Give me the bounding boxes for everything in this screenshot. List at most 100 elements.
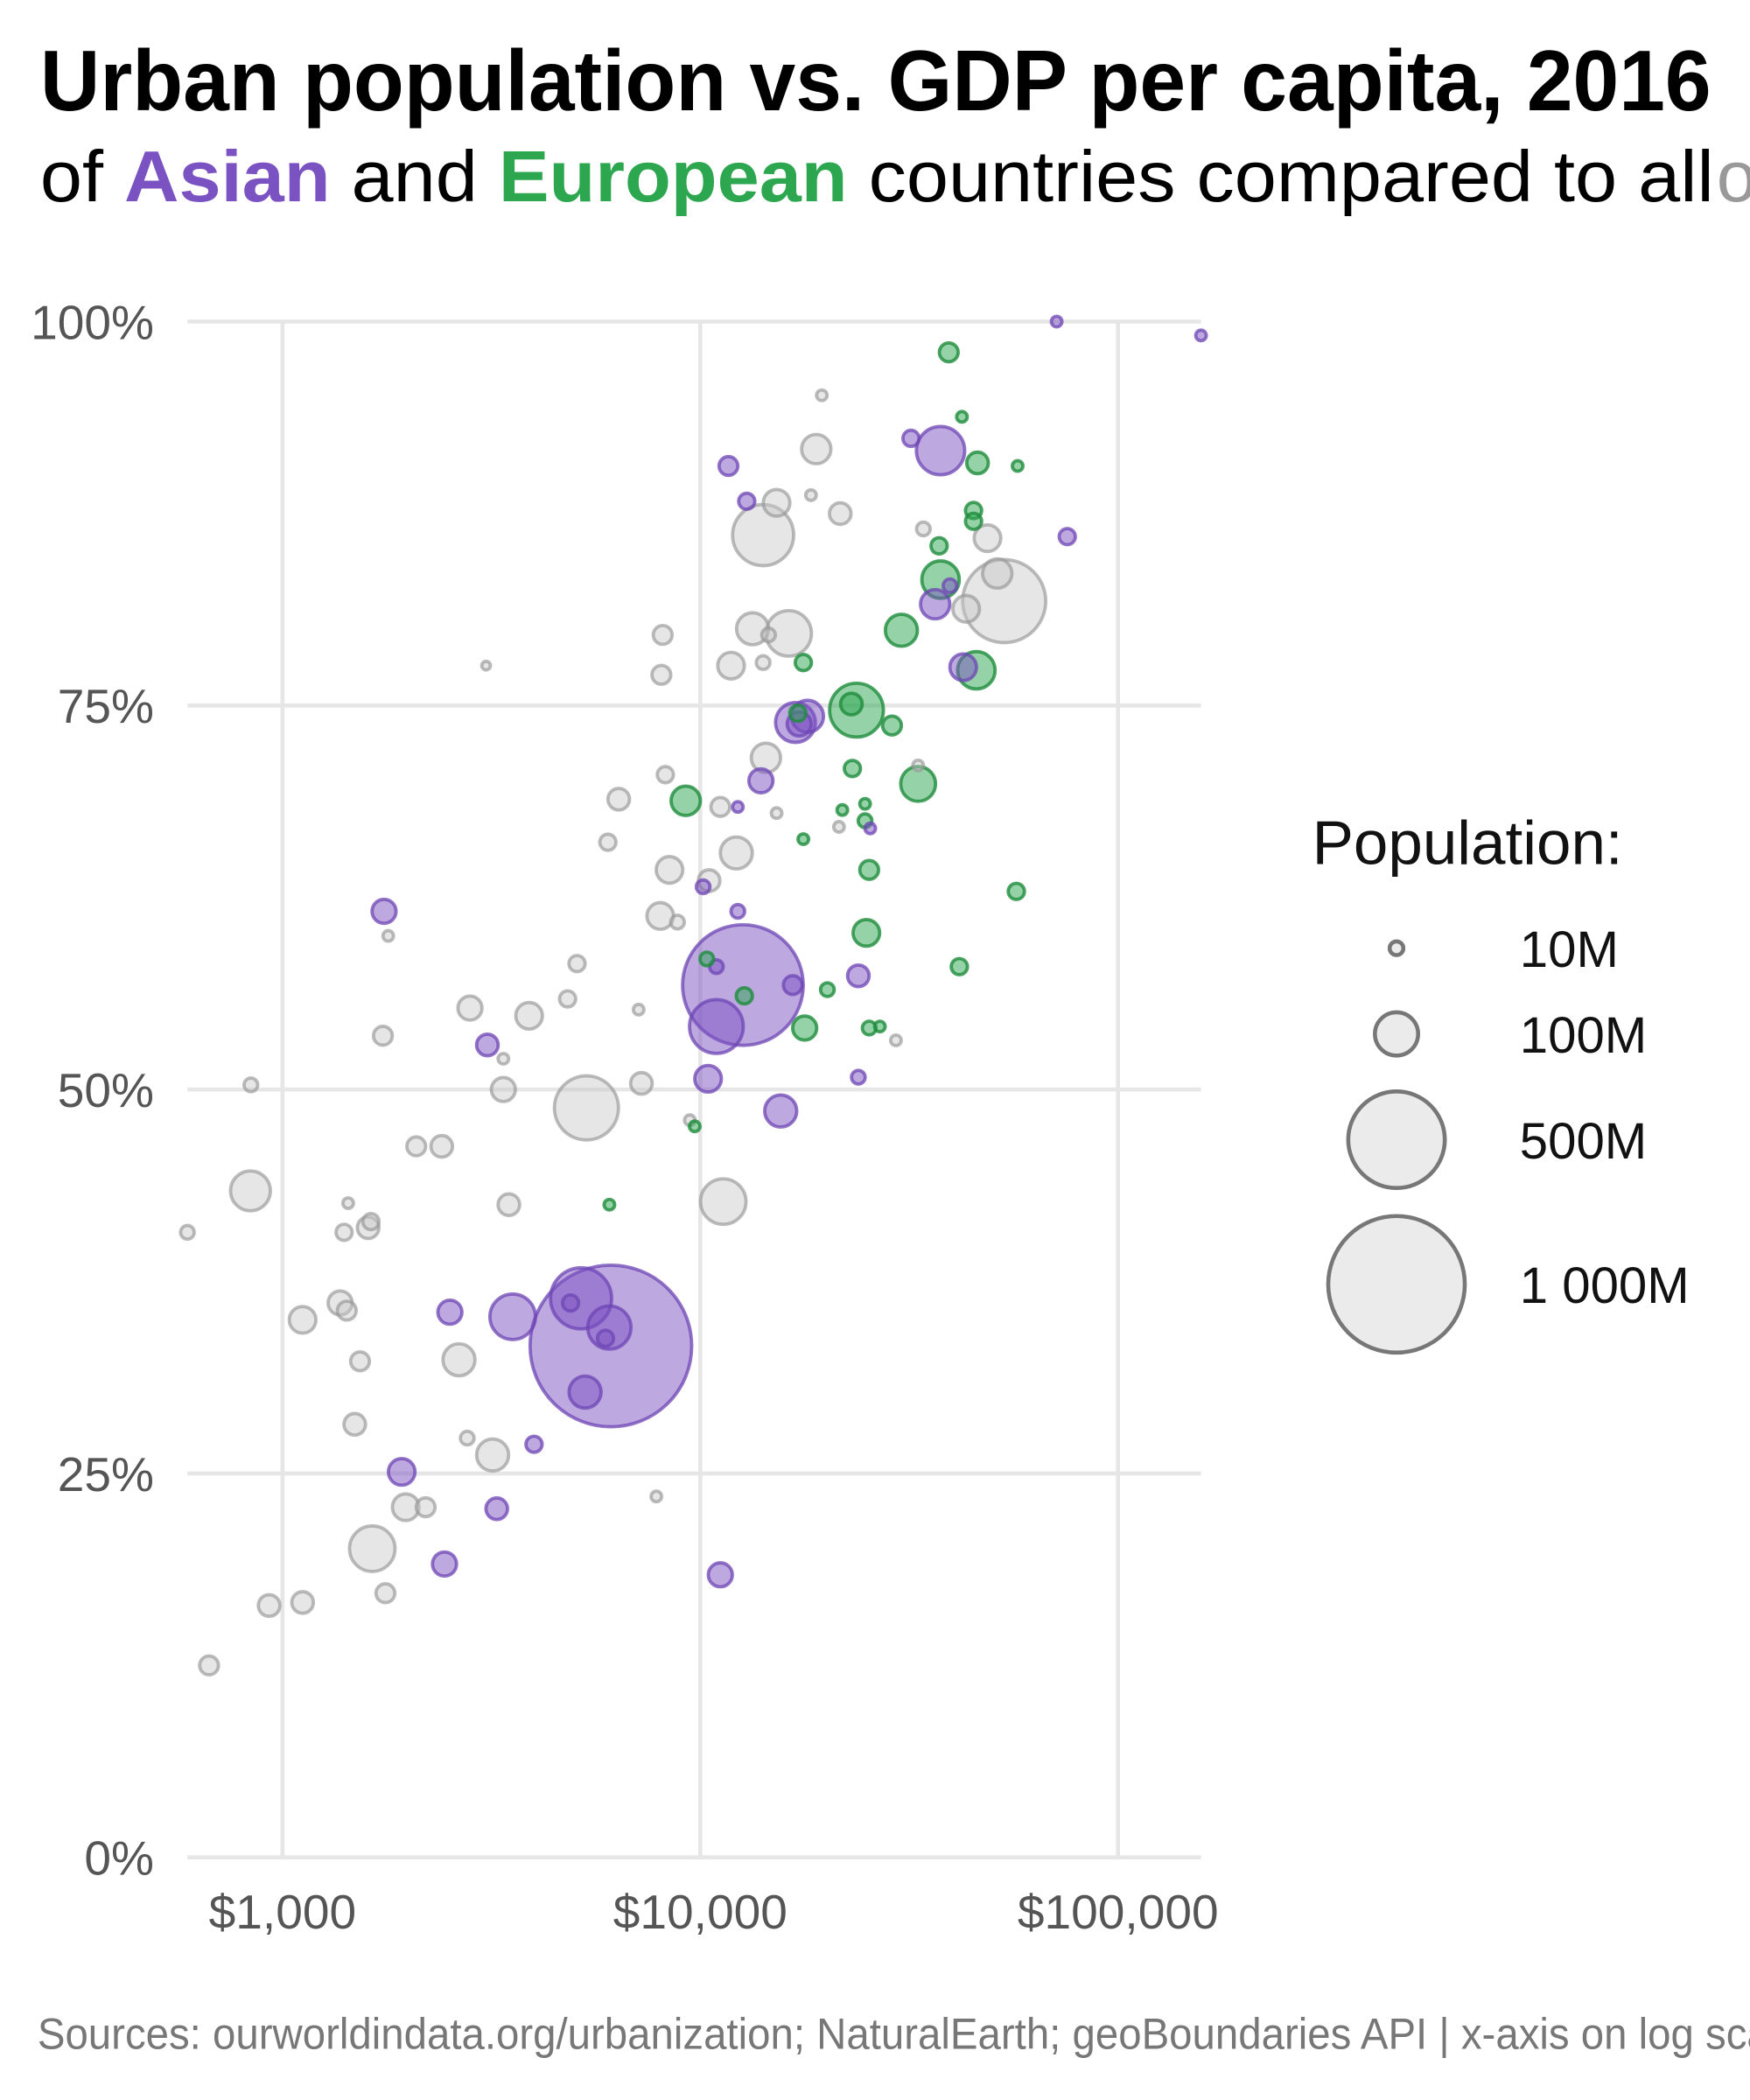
data-point-europe [872, 1019, 887, 1034]
data-point-europe [937, 340, 960, 364]
data-point-other [480, 659, 493, 672]
data-point-other [716, 650, 746, 681]
data-point-europe [955, 410, 970, 424]
legend-size-circle [1326, 1214, 1467, 1355]
data-point-other [347, 1524, 397, 1573]
data-point-other [645, 900, 676, 931]
data-point-other [178, 1223, 196, 1242]
data-point-other [651, 623, 675, 647]
data-point-europe [883, 612, 920, 648]
data-point-other [496, 1192, 522, 1218]
data-point-other [972, 522, 1003, 554]
data-point-asia [1194, 328, 1208, 343]
chart-title: Urban population vs. GDP per capita, 201… [40, 32, 1712, 129]
data-point-other [381, 928, 396, 943]
data-point-asia [595, 1328, 616, 1348]
data-point-europe [843, 759, 863, 779]
data-point-other [429, 1133, 455, 1159]
data-point-asia [763, 1093, 799, 1129]
subtitle-and: and [331, 136, 499, 217]
data-point-other [557, 989, 578, 1009]
data-point-other [760, 626, 778, 644]
data-point-other [654, 855, 685, 886]
data-point-other [371, 1025, 395, 1047]
data-point-other [242, 1076, 260, 1094]
data-point-other [348, 1350, 372, 1373]
x-tick-label: $100,000 [1018, 1885, 1219, 1939]
data-point-europe [880, 714, 904, 737]
data-point-asia [488, 1292, 537, 1341]
data-point-europe [851, 917, 882, 948]
data-point-europe [818, 981, 836, 998]
data-point-other [668, 914, 686, 931]
data-point-europe [698, 950, 716, 968]
data-point-other [709, 795, 732, 818]
data-point-asia [567, 1374, 603, 1410]
chart-subtitle: of Asian and European countries compared… [40, 136, 1714, 217]
data-point-other [800, 432, 833, 466]
data-point-other [761, 487, 792, 518]
subtitle-european: European [499, 136, 848, 217]
data-point-asia [845, 963, 872, 989]
data-point-europe [858, 858, 881, 881]
data-point-europe [796, 832, 811, 847]
data-point-europe [835, 802, 850, 817]
data-points [178, 314, 1208, 1676]
data-point-other [981, 556, 1014, 591]
x-tick-label: $10,000 [613, 1885, 788, 1939]
data-point-other [698, 1177, 748, 1227]
subtitle-asian: Asian [124, 136, 330, 217]
data-point-asia [524, 1434, 544, 1454]
data-point-other [764, 608, 814, 658]
data-point-asia [901, 428, 921, 449]
legend: Population: 10M 100M 500M 1 000M [1312, 808, 1690, 1355]
grid [187, 319, 1201, 1860]
legend-title: Population: [1312, 808, 1623, 877]
legend-size-circle [1387, 939, 1406, 957]
data-point-other [914, 520, 932, 538]
data-point-europe [929, 536, 949, 556]
x-axis: $1,000 $10,000 $100,000 [209, 1885, 1219, 1939]
data-point-europe [964, 450, 990, 476]
y-axis: 0% 25% 50% 75% 100% [31, 295, 154, 1885]
data-point-asia [746, 766, 775, 795]
data-point-other [360, 1211, 382, 1232]
data-point-other [514, 1000, 544, 1032]
data-point-europe [963, 511, 984, 531]
data-point-europe [734, 985, 754, 1006]
data-point-asia [474, 1032, 500, 1058]
data-point-europe [949, 956, 970, 976]
data-point-other [374, 1582, 397, 1605]
data-point-other [769, 806, 784, 821]
data-point-europe [602, 1197, 617, 1212]
data-point-other [340, 1196, 355, 1210]
data-point-other [287, 1305, 318, 1335]
data-point-europe [790, 1014, 819, 1042]
data-point-asia [731, 800, 746, 815]
data-point-other [628, 1070, 654, 1096]
data-point-asia [717, 454, 740, 478]
y-tick-label: 50% [58, 1063, 154, 1117]
data-point-asia [919, 587, 952, 621]
data-point-asia [781, 974, 804, 997]
data-point-other [598, 832, 618, 852]
data-point-asia [1057, 527, 1077, 547]
legend-size-circle [1346, 1089, 1447, 1191]
data-point-europe [1006, 881, 1026, 901]
data-point-other [441, 1341, 477, 1378]
data-point-asia [914, 424, 967, 477]
data-point-other [198, 1654, 220, 1676]
data-point-other [290, 1590, 316, 1615]
y-tick-label: 75% [58, 679, 154, 733]
subtitle-rest: countries compared to all [848, 136, 1714, 217]
data-point-other [631, 1002, 646, 1017]
data-point-other [815, 388, 830, 402]
data-point-other [405, 1135, 428, 1158]
data-point-other [951, 593, 982, 624]
data-point-other [754, 654, 772, 671]
data-point-other [655, 765, 676, 785]
data-point-asia [370, 897, 398, 926]
data-point-other [256, 1592, 282, 1619]
data-point-other [567, 954, 587, 974]
data-point-asia [560, 1292, 581, 1313]
